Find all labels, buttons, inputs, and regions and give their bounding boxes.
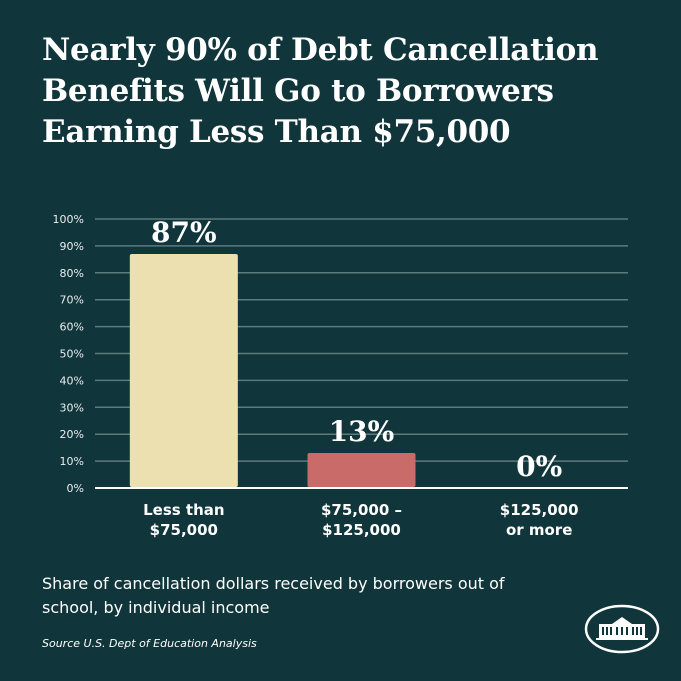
source-note: Source U.S. Dept of Education Analysis	[42, 637, 257, 650]
y-tick-label: 40%	[60, 374, 84, 387]
bar	[307, 453, 416, 487]
y-tick-label: 30%	[60, 401, 84, 414]
white-house-logo	[584, 604, 660, 654]
y-tick-label: 0%	[67, 482, 84, 495]
chart-title: Nearly 90% of Debt Cancellation Benefits…	[42, 32, 599, 150]
x-tick-label: Less than $75,000	[114, 500, 254, 540]
data-label: 87%	[151, 216, 217, 249]
x-tick-label: $125,000 or more	[469, 500, 609, 540]
data-label: 0%	[516, 450, 562, 483]
y-tick-label: 60%	[60, 321, 84, 334]
x-tick-label-line: or more	[505, 521, 573, 539]
y-tick-label: 80%	[60, 267, 84, 280]
y-tick-label: 100%	[53, 213, 84, 226]
y-tick-label: 70%	[60, 294, 84, 307]
y-tick-label: 20%	[60, 428, 84, 441]
x-tick-label-line: $75,000	[149, 521, 218, 539]
y-tick-label: 90%	[60, 240, 84, 253]
x-tick-label-line: $125,000	[499, 501, 579, 519]
x-tick-label-line: $125,000	[322, 521, 401, 539]
bar	[129, 253, 238, 487]
x-tick-label-line: Less than	[143, 501, 225, 519]
x-tick-label: $75,000 – $125,000	[292, 500, 432, 540]
x-tick-label-line: $75,000 –	[320, 501, 403, 519]
chart-caption: Share of cancellation dollars received b…	[42, 574, 505, 617]
y-tick-label: 50%	[60, 348, 84, 361]
y-tick-label: 10%	[60, 455, 84, 468]
data-label: 13%	[329, 415, 395, 448]
